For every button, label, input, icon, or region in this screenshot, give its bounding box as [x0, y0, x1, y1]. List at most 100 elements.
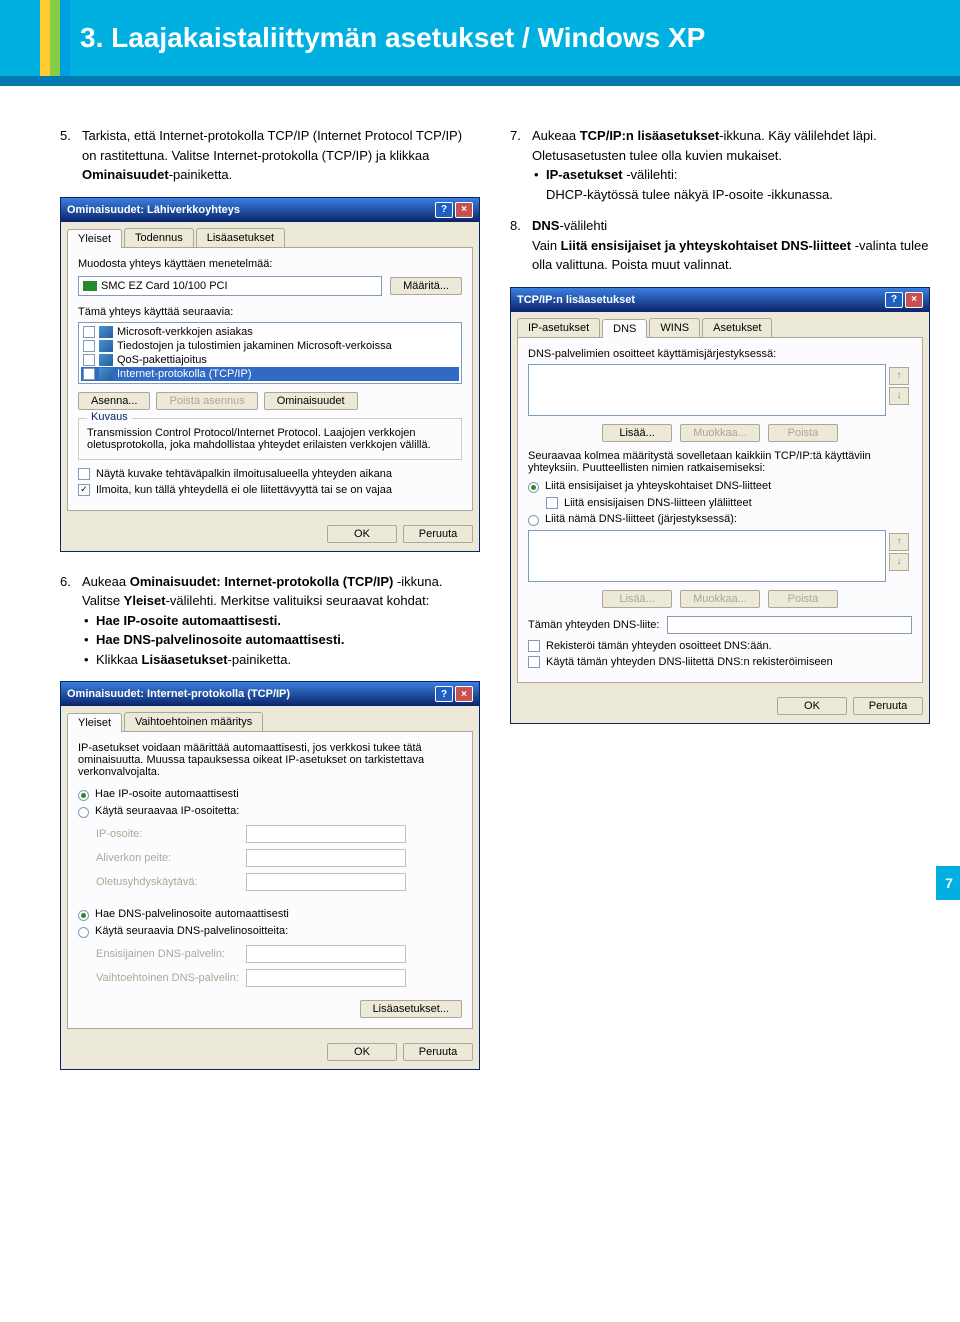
help-button[interactable]: ?: [885, 292, 903, 308]
radio[interactable]: [528, 482, 539, 493]
protocol-icon: [99, 340, 113, 352]
help-button[interactable]: ?: [435, 202, 453, 218]
mask-input: [246, 849, 406, 867]
close-button[interactable]: ×: [455, 686, 473, 702]
radio-label: Hae DNS-palvelinosoite automaattisesti: [95, 908, 289, 920]
dns-suffix-input[interactable]: [667, 616, 912, 634]
header-stripes: [40, 0, 70, 76]
checkbox-label: Liitä ensisijaisen DNS-liitteen yläliitt…: [564, 497, 752, 509]
ok-button[interactable]: OK: [777, 697, 847, 715]
add-button[interactable]: Lisää...: [602, 424, 672, 442]
checkbox[interactable]: [546, 497, 558, 509]
move-up-button[interactable]: ↑: [889, 533, 909, 551]
panel: IP-asetukset voidaan määrittää automaatt…: [67, 731, 473, 1029]
cancel-button[interactable]: Peruuta: [403, 1043, 473, 1061]
uninstall-button: Poista asennus: [156, 392, 257, 410]
page-header: 3. Laajakaistaliittymän asetukset / Wind…: [0, 0, 960, 86]
move-down-button[interactable]: ↓: [889, 387, 909, 405]
radio-label: Hae IP-osoite automaattisesti: [95, 788, 239, 800]
protocol-icon: [99, 326, 113, 338]
panel: DNS-palvelimien osoitteet käyttämisjärje…: [517, 337, 923, 683]
tab-alt[interactable]: Vaihtoehtoinen määritys: [124, 712, 263, 731]
list-item: Microsoft-verkkojen asiakas: [81, 325, 459, 339]
description: Seuraavaa kolmea määritystä sovelletaan …: [528, 450, 912, 474]
step-num: 5.: [60, 126, 82, 185]
tab-dns[interactable]: DNS: [602, 319, 647, 338]
advanced-button[interactable]: Lisäasetukset...: [360, 1000, 462, 1018]
checkbox[interactable]: ✓: [83, 368, 95, 380]
ok-button[interactable]: OK: [327, 525, 397, 543]
checkbox-label: Rekisteröi tämän yhteyden osoitteet DNS:…: [546, 640, 772, 652]
edit-button: Muokkaa...: [680, 590, 760, 608]
label: Oletusyhdyskäytävä:: [96, 876, 246, 888]
tab-yleiset[interactable]: Yleiset: [67, 713, 122, 732]
properties-button[interactable]: Ominaisuudet: [264, 392, 358, 410]
configure-button[interactable]: Määritä...: [390, 277, 462, 295]
tabs: Yleiset Vaihtoehtoinen määritys: [61, 706, 479, 731]
move-down-button[interactable]: ↓: [889, 553, 909, 571]
close-button[interactable]: ×: [905, 292, 923, 308]
window-title: TCP/IP:n lisäasetukset: [517, 294, 635, 306]
delete-button: Poista: [768, 590, 838, 608]
group-title: Kuvaus: [87, 411, 132, 423]
dns1-input: [246, 945, 406, 963]
window-title: Ominaisuudet: Lähiverkkoyhteys: [67, 204, 240, 216]
left-column: 5. Tarkista, että Internet-protokolla TC…: [60, 126, 480, 1090]
label: Vaihtoehtoinen DNS-palvelin:: [96, 972, 246, 984]
description: Transmission Control Protocol/Internet P…: [87, 427, 453, 451]
checkbox[interactable]: [528, 640, 540, 652]
close-button[interactable]: ×: [455, 202, 473, 218]
radio[interactable]: [78, 927, 89, 938]
dns-suffix-list[interactable]: ↑ ↓: [528, 530, 886, 582]
ip-input: [246, 825, 406, 843]
cancel-button[interactable]: Peruuta: [853, 697, 923, 715]
page-title: 3. Laajakaistaliittymän asetukset / Wind…: [80, 22, 705, 53]
tab-options[interactable]: Asetukset: [702, 318, 772, 337]
titlebar: TCP/IP:n lisäasetukset ?×: [511, 288, 929, 312]
radio[interactable]: [78, 807, 89, 818]
label: Aliverkon peite:: [96, 852, 246, 864]
checkbox[interactable]: [83, 340, 95, 352]
nic-dropdown[interactable]: SMC EZ Card 10/100 PCI: [78, 276, 382, 296]
ok-button[interactable]: OK: [327, 1043, 397, 1061]
install-button[interactable]: Asenna...: [78, 392, 150, 410]
radio[interactable]: [78, 910, 89, 921]
nic-name: SMC EZ Card 10/100 PCI: [101, 280, 228, 292]
dns-server-list[interactable]: ↑ ↓: [528, 364, 886, 416]
add-button: Lisää...: [602, 590, 672, 608]
checkbox[interactable]: ✓: [78, 484, 90, 496]
checkbox[interactable]: [83, 354, 95, 366]
checkbox-label: Käytä tämän yhteyden DNS-liitettä DNS:n …: [546, 656, 833, 668]
step-text: Aukeaa TCP/IP:n lisäasetukset-ikkuna. Kä…: [532, 126, 930, 204]
checkbox[interactable]: [528, 656, 540, 668]
window-lan-properties: Ominaisuudet: Lähiverkkoyhteys ? × Yleis…: [60, 197, 480, 552]
label-method: Muodosta yhteys käyttäen menetelmää:: [78, 258, 462, 270]
step-text: DNS-välilehti Vain Liitä ensisijaiset ja…: [532, 216, 930, 275]
step-7: 7. Aukeaa TCP/IP:n lisäasetukset-ikkuna.…: [510, 126, 930, 204]
label-uses: Tämä yhteys käyttää seuraavia:: [78, 306, 462, 318]
tab-wins[interactable]: WINS: [649, 318, 700, 337]
delete-button: Poista: [768, 424, 838, 442]
radio[interactable]: [78, 790, 89, 801]
cancel-button[interactable]: Peruuta: [403, 525, 473, 543]
radio[interactable]: [528, 515, 539, 526]
help-button[interactable]: ?: [435, 686, 453, 702]
component-list[interactable]: Microsoft-verkkojen asiakas Tiedostojen …: [78, 322, 462, 384]
tabs: Yleiset Todennus Lisäasetukset: [61, 222, 479, 247]
tab-ip[interactable]: IP-asetukset: [517, 318, 600, 337]
dns2-input: [246, 969, 406, 987]
tab-todennus[interactable]: Todennus: [124, 228, 194, 247]
move-up-button[interactable]: ↑: [889, 367, 909, 385]
gateway-input: [246, 873, 406, 891]
checkbox[interactable]: [83, 326, 95, 338]
radio-label: Liitä nämä DNS-liitteet (järjestyksessä)…: [545, 513, 737, 525]
tab-yleiset[interactable]: Yleiset: [67, 229, 122, 248]
checkbox[interactable]: [78, 468, 90, 480]
checkbox-label: Ilmoita, kun tällä yhteydellä ei ole lii…: [96, 484, 392, 496]
edit-button: Muokkaa...: [680, 424, 760, 442]
list-item: Tiedostojen ja tulostimien jakaminen Mic…: [81, 339, 459, 353]
tab-lisaasetukset[interactable]: Lisäasetukset: [196, 228, 285, 247]
label: Ensisijainen DNS-palvelin:: [96, 948, 246, 960]
step-text: Tarkista, että Internet-protokolla TCP/I…: [82, 126, 480, 185]
checkbox-label: Näytä kuvake tehtäväpalkin ilmoitusaluee…: [96, 468, 392, 480]
